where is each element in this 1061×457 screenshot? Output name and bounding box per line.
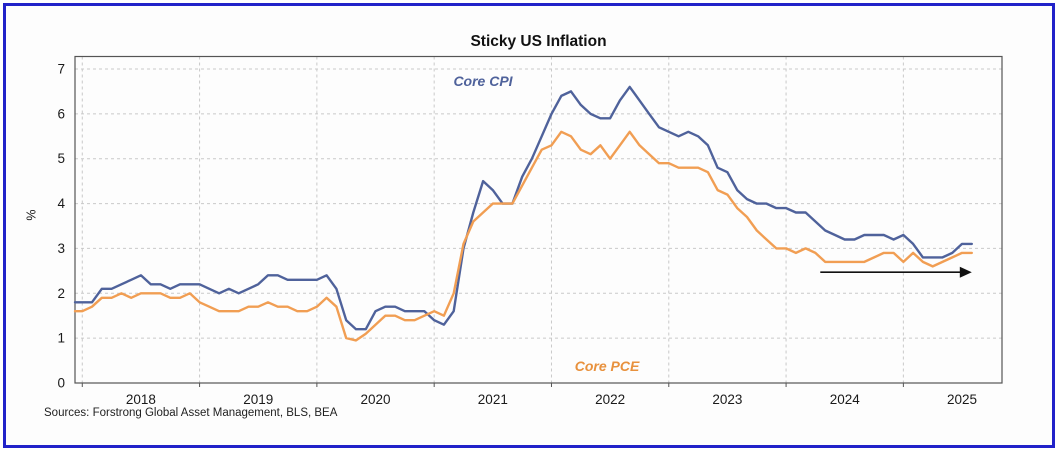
- x-axis-tick-label: 2019: [243, 392, 273, 407]
- x-axis-tick-label: 2021: [478, 392, 508, 407]
- y-axis-tick-label: 0: [57, 376, 65, 391]
- trend-arrow-head: [959, 266, 972, 278]
- y-axis-tick-label: 6: [57, 106, 65, 121]
- x-axis-tick-label: 2018: [126, 392, 156, 407]
- series-line-core-cpi: [73, 85, 973, 331]
- core-cpi-series-label: Core CPI: [453, 73, 513, 89]
- plot-border: [74, 55, 1003, 384]
- y-axis-tick-label: 2: [57, 286, 65, 301]
- y-axis-tick-label: 4: [57, 196, 65, 211]
- series-line-core-pce: [73, 130, 973, 342]
- core-pce-series-label: Core PCE: [574, 358, 640, 374]
- y-axis-tick-label: 5: [57, 151, 65, 166]
- x-axis-tick-label: 2022: [595, 392, 625, 407]
- y-axis-tick-label: 7: [57, 62, 65, 77]
- x-axis-tick-label: 2024: [830, 392, 861, 407]
- x-axis-tick-label: 2023: [712, 392, 742, 407]
- x-axis-tick-label: 2020: [361, 392, 391, 407]
- window-border: [3, 3, 1055, 448]
- x-axis-tick-label: 2025: [947, 392, 977, 407]
- y-axis-tick-label: 3: [57, 241, 65, 256]
- chart-title: Sticky US Inflation: [470, 33, 607, 50]
- y-axis-tick-label: 1: [57, 331, 65, 346]
- source-note: Sources: Forstrong Global Asset Manageme…: [44, 407, 338, 419]
